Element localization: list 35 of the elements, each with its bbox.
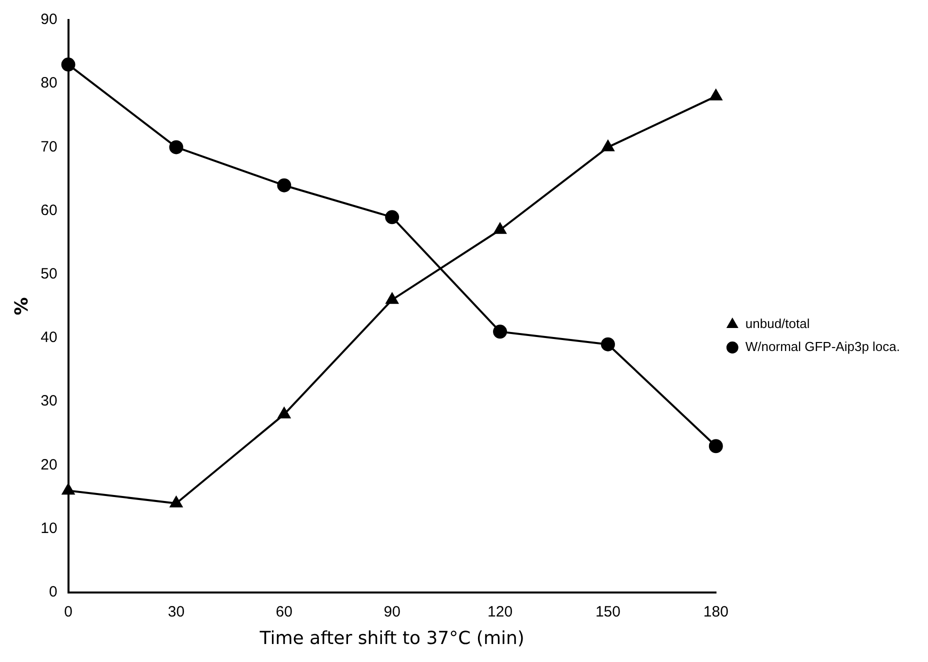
point bbox=[602, 140, 614, 152]
y-axis-title: % bbox=[11, 297, 32, 316]
x-tick-label: 150 bbox=[595, 604, 620, 621]
point bbox=[600, 337, 615, 352]
y-tick-label: 50 bbox=[40, 266, 58, 283]
y-tick-label: 0 bbox=[48, 584, 58, 601]
y-tick-label: 10 bbox=[40, 520, 58, 537]
legend-label: unbud/total bbox=[745, 316, 810, 332]
point bbox=[708, 439, 723, 454]
y-tick-label: 80 bbox=[40, 74, 58, 92]
x-tick-label: 120 bbox=[488, 604, 513, 621]
point bbox=[386, 292, 398, 304]
point bbox=[61, 58, 76, 72]
legend-label: W/normal GFP-Aip3p loca. bbox=[745, 339, 900, 354]
y-tick-label: 60 bbox=[40, 202, 58, 219]
point bbox=[494, 222, 506, 234]
x-tick-label: 90 bbox=[384, 604, 400, 621]
y-tick-label: 90 bbox=[40, 11, 58, 28]
point bbox=[385, 210, 400, 224]
x-tick-label: 0 bbox=[64, 604, 72, 621]
x-axis-title: Time after shift to 37°C (min) bbox=[258, 628, 524, 649]
y-tick-label: 40 bbox=[40, 329, 58, 346]
point bbox=[169, 140, 184, 154]
x-tick-label: 60 bbox=[276, 604, 292, 621]
y-tick-label: 30 bbox=[40, 392, 58, 410]
point bbox=[493, 324, 508, 339]
point bbox=[277, 178, 292, 192]
y-tick-label: 20 bbox=[40, 456, 58, 474]
x-tick-label: 30 bbox=[168, 604, 185, 621]
point bbox=[278, 407, 290, 418]
point bbox=[62, 484, 74, 495]
point bbox=[710, 89, 722, 100]
point bbox=[170, 496, 182, 508]
x-tick-label: 180 bbox=[703, 604, 728, 621]
y-tick-label: 70 bbox=[40, 138, 58, 156]
